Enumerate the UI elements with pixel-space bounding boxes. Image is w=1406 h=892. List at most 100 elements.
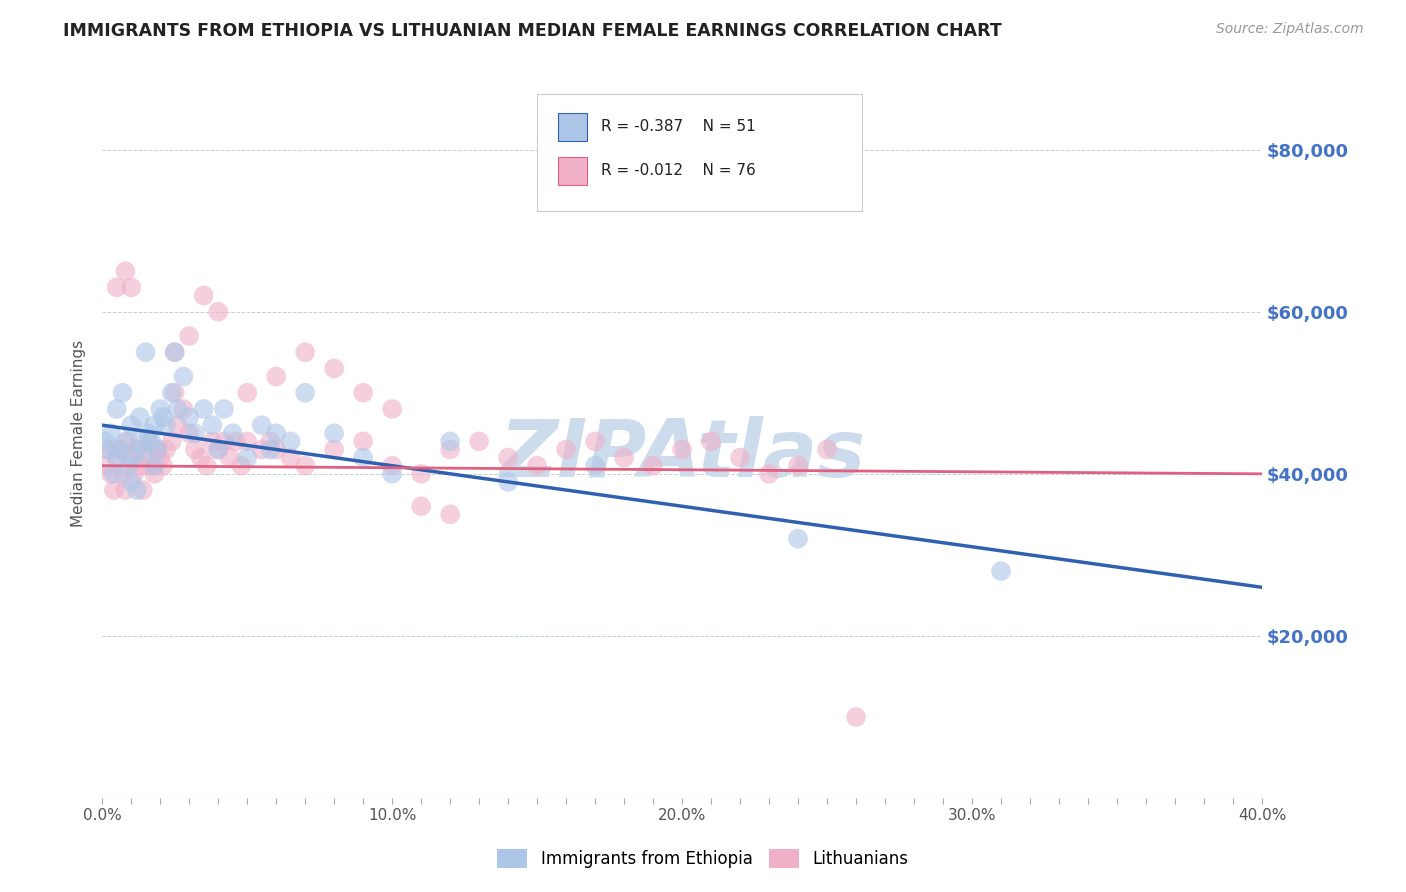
Point <box>236 450 259 465</box>
Point <box>117 458 139 473</box>
Point <box>184 442 207 457</box>
Point <box>94 458 117 473</box>
Point <box>160 385 183 400</box>
Point <box>439 508 461 522</box>
Point <box>125 442 148 457</box>
Point <box>468 434 491 449</box>
Point <box>105 450 128 465</box>
Point <box>179 410 201 425</box>
Point <box>100 426 122 441</box>
Bar <box>558 113 586 141</box>
Point <box>166 401 188 416</box>
Point <box>671 442 693 457</box>
Point <box>758 467 780 481</box>
Point <box>155 442 177 457</box>
Point <box>264 442 287 457</box>
Point <box>94 434 117 449</box>
Point <box>264 426 287 441</box>
Point <box>250 418 273 433</box>
Point <box>149 401 172 416</box>
Point <box>152 410 174 425</box>
Point <box>193 288 215 302</box>
Point <box>163 385 186 400</box>
Point <box>212 434 235 449</box>
Point <box>583 434 606 449</box>
Point <box>143 458 166 473</box>
Point <box>163 345 186 359</box>
Point <box>439 434 461 449</box>
Point <box>381 458 404 473</box>
Point <box>114 264 136 278</box>
Point <box>146 442 169 457</box>
Point <box>141 458 163 473</box>
Point <box>120 450 142 465</box>
Point <box>583 458 606 473</box>
Point <box>132 442 155 457</box>
Point <box>149 450 172 465</box>
Point <box>225 434 247 449</box>
Point <box>193 401 215 416</box>
Point <box>135 450 157 465</box>
Point <box>172 401 194 416</box>
Point <box>259 442 281 457</box>
Point <box>294 345 316 359</box>
Point <box>700 434 723 449</box>
Point <box>122 467 145 481</box>
Point <box>125 483 148 497</box>
Text: IMMIGRANTS FROM ETHIOPIA VS LITHUANIAN MEDIAN FEMALE EARNINGS CORRELATION CHART: IMMIGRANTS FROM ETHIOPIA VS LITHUANIAN M… <box>63 22 1002 40</box>
Point <box>132 483 155 497</box>
Point <box>280 450 302 465</box>
Point <box>323 426 346 441</box>
Point <box>264 369 287 384</box>
Point <box>496 450 519 465</box>
Point <box>129 458 152 473</box>
Point <box>141 434 163 449</box>
Point <box>212 401 235 416</box>
Point <box>207 442 229 457</box>
Point <box>105 450 128 465</box>
Point <box>111 467 134 481</box>
Point <box>135 345 157 359</box>
Point <box>172 369 194 384</box>
Text: Source: ZipAtlas.com: Source: ZipAtlas.com <box>1216 22 1364 37</box>
Point <box>138 434 160 449</box>
Point <box>787 532 810 546</box>
Point <box>294 458 316 473</box>
Point <box>120 418 142 433</box>
Point <box>163 345 186 359</box>
Point <box>381 467 404 481</box>
Point <box>207 304 229 318</box>
Point <box>221 426 243 441</box>
Point <box>259 434 281 449</box>
Point <box>129 410 152 425</box>
Point <box>152 458 174 473</box>
Point <box>114 483 136 497</box>
Point <box>381 401 404 416</box>
Point <box>207 442 229 457</box>
Point <box>179 329 201 343</box>
Point <box>105 401 128 416</box>
Point <box>613 450 636 465</box>
Point <box>120 475 142 489</box>
Point <box>143 418 166 433</box>
Point <box>990 564 1012 578</box>
Point <box>114 434 136 449</box>
Point <box>97 442 120 457</box>
Point <box>120 280 142 294</box>
Point <box>97 442 120 457</box>
Point <box>103 467 125 481</box>
Point <box>105 280 128 294</box>
Text: ZIPAtlas: ZIPAtlas <box>499 417 865 494</box>
Point <box>143 467 166 481</box>
Point <box>787 458 810 473</box>
Point <box>195 458 218 473</box>
Point <box>160 434 183 449</box>
Text: R = -0.012    N = 76: R = -0.012 N = 76 <box>600 163 755 178</box>
Point <box>439 442 461 457</box>
Point <box>236 385 259 400</box>
Point <box>411 467 433 481</box>
Bar <box>558 157 586 185</box>
Point <box>323 361 346 376</box>
Point <box>280 434 302 449</box>
Point <box>294 385 316 400</box>
